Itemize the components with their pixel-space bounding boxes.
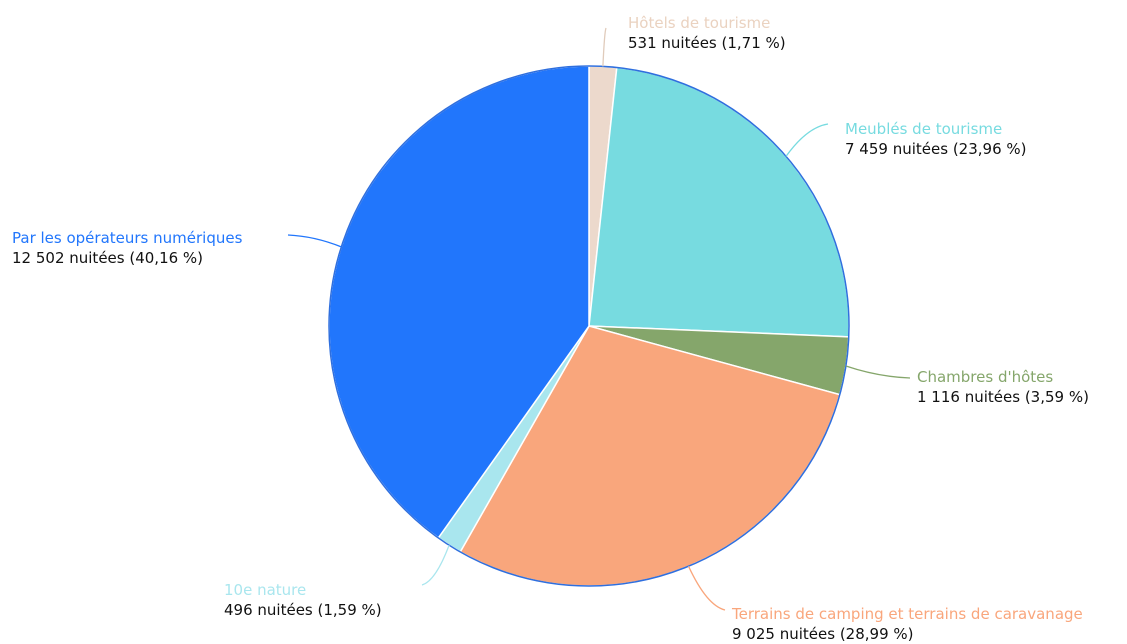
slice-name-label-2: Meublés de tourisme [845,120,1002,138]
slice-value-label-2: 7 459 nuitées (23,96 %) [845,140,1026,158]
pie-outline [328,65,850,587]
slice-name-label-6: Par les opérateurs numériques [12,229,243,247]
slice-name-label-5: 10e nature [224,581,306,599]
leader-line-1 [602,27,607,67]
slice-value-label-6: 12 502 nuitées (40,16 %) [12,249,203,267]
pie-slice-2[interactable] [588,66,850,338]
leader-line-2 [785,123,829,157]
leader-line-5 [421,544,450,586]
leader-line-3 [845,365,911,379]
slice-name-label-4: Terrains de camping et terrains de carav… [731,605,1083,623]
slice-name-label-3: Chambres d'hôtes [917,368,1053,386]
slice-name-label-1: Hôtels de tourisme [628,14,770,32]
slice-value-label-5: 496 nuitées (1,59 %) [224,601,382,619]
slice-value-label-3: 1 116 nuitées (3,59 %) [917,388,1089,406]
slice-value-label-4: 9 025 nuitées (28,99 %) [732,625,913,643]
pie-slices [328,65,850,587]
slice-value-label-1: 531 nuitées (1,71 %) [628,34,786,52]
slice-labels: Hôtels de tourisme 531 nuitées (1,71 %) Me… [12,14,1089,643]
leader-lines [287,27,911,611]
leader-line-6 [287,234,342,248]
leader-line-4 [687,565,726,611]
